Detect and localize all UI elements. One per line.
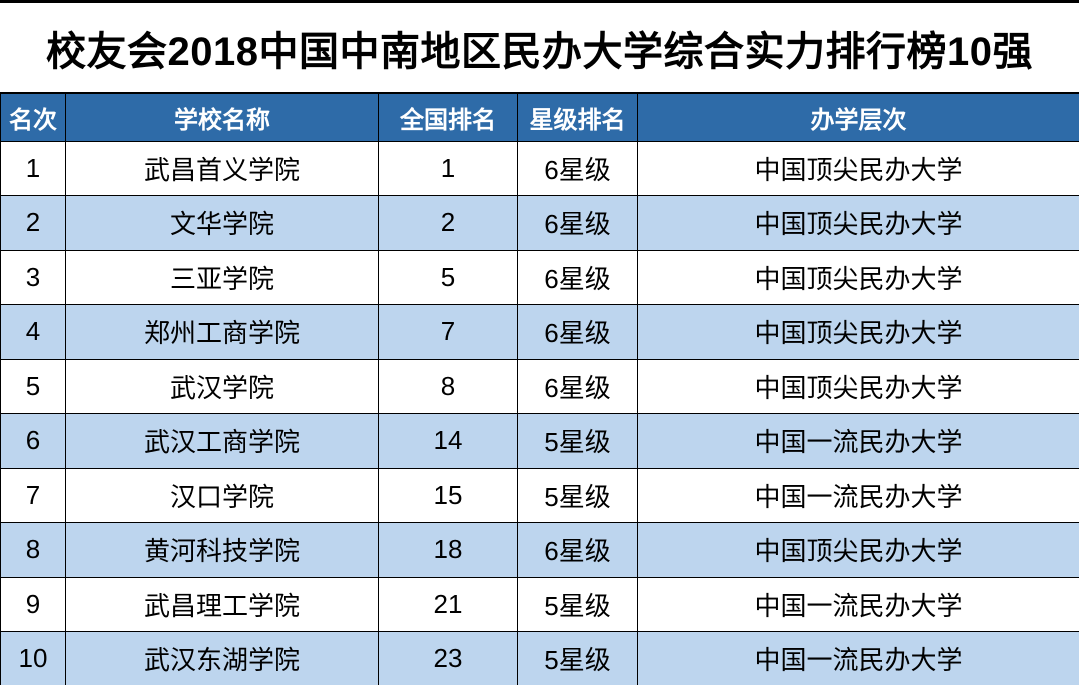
cell-national-rank: 21 bbox=[378, 576, 518, 632]
cell-rank: 10 bbox=[0, 631, 66, 685]
cell-rank: 4 bbox=[0, 304, 66, 360]
table-row: 2 文华学院 2 6星级 中国顶尖民办大学 bbox=[0, 195, 1079, 251]
cell-education-level: 中国一流民办大学 bbox=[637, 631, 1079, 685]
table-row: 3 三亚学院 5 6星级 中国顶尖民办大学 bbox=[0, 249, 1079, 305]
cell-education-level: 中国顶尖民办大学 bbox=[637, 195, 1079, 251]
title-area: 校友会2018中国中南地区民办大学综合实力排行榜10强 bbox=[0, 3, 1079, 92]
cell-star-rank: 6星级 bbox=[517, 304, 638, 360]
cell-education-level: 中国顶尖民办大学 bbox=[637, 140, 1079, 196]
cell-star-rank: 6星级 bbox=[517, 140, 638, 196]
cell-star-rank: 6星级 bbox=[517, 522, 638, 578]
cell-national-rank: 18 bbox=[378, 522, 518, 578]
column-header-school-name: 学校名称 bbox=[65, 92, 379, 142]
cell-star-rank: 5星级 bbox=[517, 631, 638, 685]
cell-education-level: 中国顶尖民办大学 bbox=[637, 249, 1079, 305]
cell-rank: 9 bbox=[0, 576, 66, 632]
cell-rank: 6 bbox=[0, 413, 66, 469]
table-row: 6 武汉工商学院 14 5星级 中国一流民办大学 bbox=[0, 413, 1079, 469]
cell-rank: 7 bbox=[0, 467, 66, 523]
cell-star-rank: 5星级 bbox=[517, 467, 638, 523]
cell-education-level: 中国顶尖民办大学 bbox=[637, 304, 1079, 360]
table-row: 10 武汉东湖学院 23 5星级 中国一流民办大学 bbox=[0, 631, 1079, 685]
cell-school-name: 汉口学院 bbox=[65, 467, 379, 523]
cell-star-rank: 5星级 bbox=[517, 576, 638, 632]
top-border-line bbox=[0, 0, 1079, 3]
column-header-education-level: 办学层次 bbox=[637, 92, 1079, 142]
column-header-rank: 名次 bbox=[0, 92, 66, 142]
table-row: 8 黄河科技学院 18 6星级 中国顶尖民办大学 bbox=[0, 522, 1079, 578]
cell-rank: 2 bbox=[0, 195, 66, 251]
cell-national-rank: 14 bbox=[378, 413, 518, 469]
table-row: 4 郑州工商学院 7 6星级 中国顶尖民办大学 bbox=[0, 304, 1079, 360]
cell-national-rank: 23 bbox=[378, 631, 518, 685]
column-header-star-rank: 星级排名 bbox=[517, 92, 638, 142]
cell-star-rank: 6星级 bbox=[517, 358, 638, 414]
table-row: 7 汉口学院 15 5星级 中国一流民办大学 bbox=[0, 467, 1079, 523]
cell-school-name: 武汉工商学院 bbox=[65, 413, 379, 469]
cell-education-level: 中国顶尖民办大学 bbox=[637, 358, 1079, 414]
cell-rank: 1 bbox=[0, 140, 66, 196]
page-title: 校友会2018中国中南地区民办大学综合实力排行榜10强 bbox=[46, 29, 1033, 74]
ranking-table: 名次 学校名称 全国排名 星级排名 办学层次 1 武昌首义学院 1 6星级 中国… bbox=[0, 92, 1079, 685]
table-row: 5 武汉学院 8 6星级 中国顶尖民办大学 bbox=[0, 358, 1079, 414]
cell-school-name: 文华学院 bbox=[65, 195, 379, 251]
cell-school-name: 郑州工商学院 bbox=[65, 304, 379, 360]
table-header-row: 名次 学校名称 全国排名 星级排名 办学层次 bbox=[0, 92, 1079, 142]
cell-education-level: 中国一流民办大学 bbox=[637, 576, 1079, 632]
cell-national-rank: 7 bbox=[378, 304, 518, 360]
table-row: 1 武昌首义学院 1 6星级 中国顶尖民办大学 bbox=[0, 140, 1079, 196]
cell-education-level: 中国一流民办大学 bbox=[637, 413, 1079, 469]
cell-rank: 3 bbox=[0, 249, 66, 305]
cell-school-name: 武昌理工学院 bbox=[65, 576, 379, 632]
column-header-national-rank: 全国排名 bbox=[378, 92, 518, 142]
cell-school-name: 武汉学院 bbox=[65, 358, 379, 414]
cell-school-name: 武昌首义学院 bbox=[65, 140, 379, 196]
cell-national-rank: 15 bbox=[378, 467, 518, 523]
cell-education-level: 中国一流民办大学 bbox=[637, 467, 1079, 523]
cell-rank: 5 bbox=[0, 358, 66, 414]
cell-school-name: 黄河科技学院 bbox=[65, 522, 379, 578]
cell-star-rank: 5星级 bbox=[517, 413, 638, 469]
cell-school-name: 武汉东湖学院 bbox=[65, 631, 379, 685]
cell-school-name: 三亚学院 bbox=[65, 249, 379, 305]
cell-national-rank: 2 bbox=[378, 195, 518, 251]
cell-star-rank: 6星级 bbox=[517, 249, 638, 305]
cell-national-rank: 1 bbox=[378, 140, 518, 196]
cell-rank: 8 bbox=[0, 522, 66, 578]
table-row: 9 武昌理工学院 21 5星级 中国一流民办大学 bbox=[0, 576, 1079, 632]
cell-star-rank: 6星级 bbox=[517, 195, 638, 251]
cell-education-level: 中国顶尖民办大学 bbox=[637, 522, 1079, 578]
cell-national-rank: 5 bbox=[378, 249, 518, 305]
cell-national-rank: 8 bbox=[378, 358, 518, 414]
